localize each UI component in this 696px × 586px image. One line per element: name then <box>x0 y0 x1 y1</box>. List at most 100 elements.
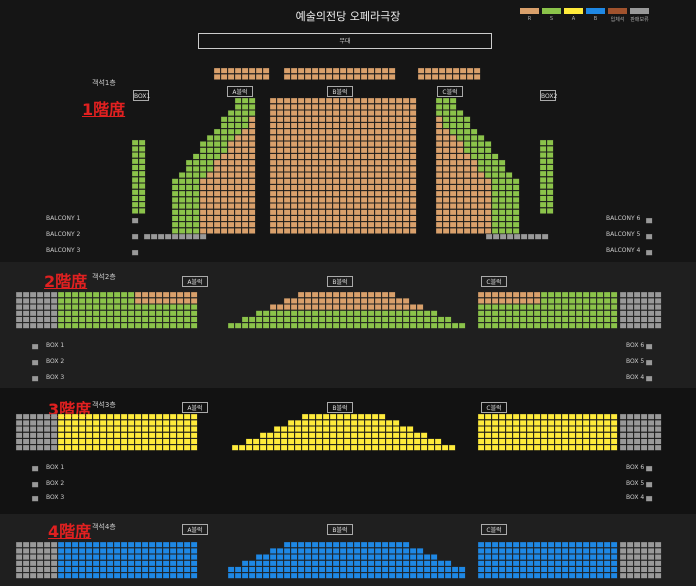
floor-1-box2[interactable]: BOX2 <box>540 90 557 101</box>
seat-f1-a[interactable] <box>248 110 256 116</box>
seat-f4-c[interactable] <box>547 554 555 560</box>
seat-f2-b[interactable] <box>332 291 340 298</box>
seat-f1-b[interactable] <box>290 128 298 135</box>
seat-f1-a[interactable] <box>234 166 242 172</box>
seat-f4-hold-left[interactable] <box>15 566 23 573</box>
seat-f1-b[interactable] <box>339 178 347 185</box>
seat-f1-c[interactable] <box>477 215 485 222</box>
seat-f2-hold-right[interactable] <box>619 298 627 304</box>
seat-f1-b[interactable] <box>332 116 340 123</box>
seat-f3-c[interactable] <box>561 413 569 420</box>
seat-f2-b[interactable] <box>402 304 410 310</box>
seat-f1-b[interactable] <box>374 97 382 104</box>
seat-f2-b[interactable] <box>367 298 375 304</box>
seat-f1-a[interactable] <box>192 172 200 178</box>
seat-f1-c[interactable] <box>442 228 450 234</box>
seat-f1-c[interactable] <box>449 116 457 123</box>
seat-f3-c[interactable] <box>568 420 576 426</box>
seat-f3-hold-right[interactable] <box>647 444 655 451</box>
seat-f2-a[interactable] <box>85 291 93 298</box>
seat-f3-b[interactable] <box>357 438 365 445</box>
seat-f4-c[interactable] <box>582 541 590 548</box>
seat-f3-a[interactable] <box>85 426 93 432</box>
seat-f3-a[interactable] <box>183 420 191 426</box>
seat-f1-a[interactable] <box>248 104 256 110</box>
seat-f4-b[interactable] <box>304 554 312 560</box>
seat-f2-c[interactable] <box>561 310 569 317</box>
seat-f1-c[interactable] <box>449 110 457 116</box>
seat-f1-a[interactable] <box>206 135 214 141</box>
seat-f1-b[interactable] <box>360 209 368 216</box>
seat-f4-hold-right[interactable] <box>633 548 641 554</box>
seat-f1-a[interactable] <box>213 221 221 228</box>
seat-f3-b[interactable] <box>350 426 358 432</box>
seat-f3-c[interactable] <box>498 438 506 445</box>
seat-f3-hold-left[interactable] <box>15 432 23 439</box>
seat-f1-b[interactable] <box>374 135 382 141</box>
seat-f1-b[interactable] <box>325 116 333 123</box>
seat-f1-a[interactable] <box>241 141 249 147</box>
seat-f3-b[interactable] <box>420 432 428 439</box>
seat-f1-a[interactable] <box>241 110 249 116</box>
seat-f1-c[interactable] <box>449 147 457 154</box>
seat-f4-a[interactable] <box>134 560 142 567</box>
seat-f1-c[interactable] <box>491 209 499 216</box>
seat-f1-c[interactable] <box>449 209 457 216</box>
seat-f1-a[interactable] <box>192 228 200 234</box>
seat-f2-hold-left[interactable] <box>50 291 58 298</box>
seat-f3-c[interactable] <box>491 420 499 426</box>
seat-f1-b[interactable] <box>276 190 284 197</box>
seat-f1-top-b[interactable] <box>325 74 333 80</box>
seat-f1-bottom-right[interactable] <box>492 233 500 240</box>
seat-f4-hold-right[interactable] <box>626 548 634 554</box>
seat-f1-b[interactable] <box>367 122 375 129</box>
seat-f4-hold-left[interactable] <box>43 572 51 579</box>
seat-f3-b[interactable] <box>343 413 351 420</box>
seat-f4-hold-left[interactable] <box>22 572 30 579</box>
seat-f1-b[interactable] <box>395 153 403 160</box>
seat-f2-a[interactable] <box>134 316 142 323</box>
seat-f4-hold-right[interactable] <box>619 554 627 560</box>
seat-f1-b[interactable] <box>332 141 340 147</box>
seat-f3-a[interactable] <box>92 426 100 432</box>
seat-f1-b[interactable] <box>297 128 305 135</box>
seat-f4-hold-right[interactable] <box>654 548 662 554</box>
seat-f2-a[interactable] <box>127 310 135 317</box>
seat-f1-c[interactable] <box>435 172 443 178</box>
seat-f1-b[interactable] <box>381 147 389 154</box>
seat-f4-b[interactable] <box>311 554 319 560</box>
seat-f1-c[interactable] <box>463 178 471 185</box>
seat-f2-c[interactable] <box>610 316 618 323</box>
floor-3-block-c[interactable]: C블럭 <box>481 402 507 413</box>
seat-f1-bottom-left[interactable] <box>150 233 158 240</box>
seat-f2-a[interactable] <box>141 298 149 304</box>
seat-f4-a[interactable] <box>99 560 107 567</box>
seat-f1-b[interactable] <box>374 128 382 135</box>
seat-f3-b[interactable] <box>392 432 400 439</box>
seat-f4-b[interactable] <box>290 572 298 579</box>
seat-f3-a[interactable] <box>85 438 93 445</box>
seat-f3-b[interactable] <box>280 438 288 445</box>
seat-f1-a[interactable] <box>227 221 235 228</box>
seat-f1-b[interactable] <box>409 203 417 209</box>
seat-f4-b[interactable] <box>353 554 361 560</box>
seat-f1-b[interactable] <box>276 141 284 147</box>
seat-f1-b[interactable] <box>402 147 410 154</box>
seat-f4-a[interactable] <box>134 566 142 573</box>
seat-f4-c[interactable] <box>505 554 513 560</box>
seat-f1-b[interactable] <box>367 166 375 172</box>
seat-f1-b[interactable] <box>346 172 354 178</box>
seat-f1-b[interactable] <box>409 221 417 228</box>
seat-f1-c[interactable] <box>484 159 492 166</box>
seat-f3-hold-right[interactable] <box>633 413 641 420</box>
seat-f2-a[interactable] <box>176 316 184 323</box>
seat-f2-hold-right[interactable] <box>640 316 648 323</box>
seat-f2-b[interactable] <box>381 298 389 304</box>
seat-f1-a[interactable] <box>241 135 249 141</box>
seat-f1-c[interactable] <box>456 116 464 123</box>
seat-f1-c[interactable] <box>470 141 478 147</box>
seat-f1-b[interactable] <box>346 203 354 209</box>
seat-f1-b[interactable] <box>346 178 354 185</box>
seat-f4-c[interactable] <box>582 548 590 554</box>
seat-f1-a[interactable] <box>213 190 221 197</box>
